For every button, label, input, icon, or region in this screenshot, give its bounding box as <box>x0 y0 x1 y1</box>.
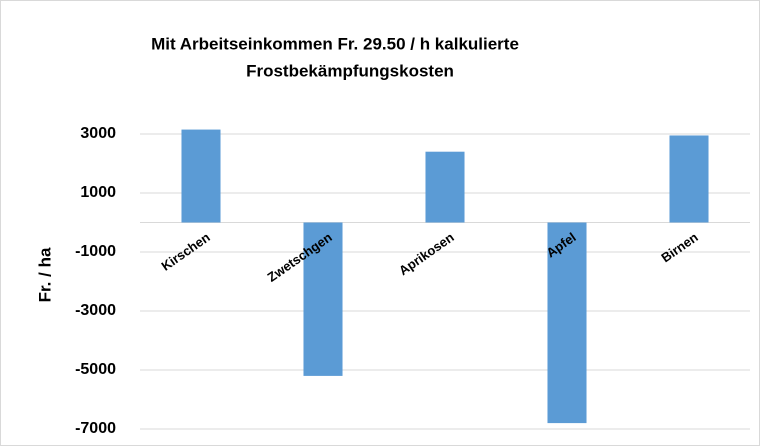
y-tick-label: -7000 <box>75 420 116 437</box>
bar <box>669 135 709 223</box>
chart-title: Mit Arbeitseinkommen Fr. 29.50 / h kalku… <box>151 34 519 53</box>
bar <box>181 129 221 223</box>
bar <box>425 151 465 223</box>
bar <box>303 222 343 376</box>
y-axis-label: Fr. / ha <box>35 247 54 302</box>
y-tick-label: 3000 <box>80 125 116 142</box>
y-tick-label: -1000 <box>75 243 116 260</box>
y-tick-label: 1000 <box>80 184 116 201</box>
y-tick-label: -3000 <box>75 302 116 319</box>
bar <box>547 222 587 424</box>
y-tick-label: -5000 <box>75 361 116 378</box>
chart-title: Frostbekämpfungskosten <box>246 61 454 80</box>
